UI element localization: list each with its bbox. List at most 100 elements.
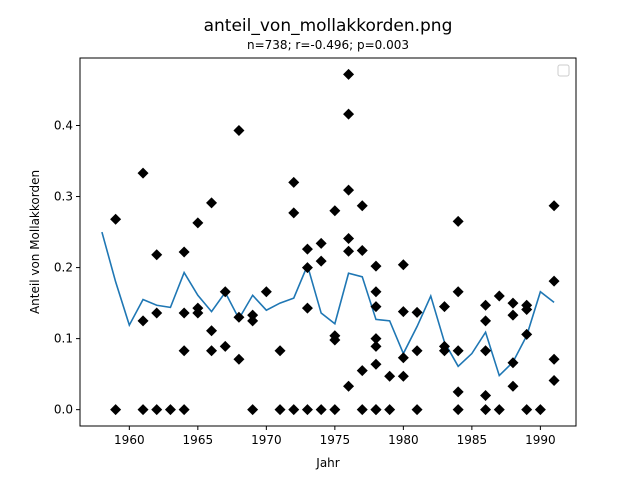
data-point (288, 176, 300, 188)
data-point (178, 307, 190, 319)
data-point (548, 200, 560, 212)
data-point (356, 245, 368, 257)
chart-title: anteil_von_mollakkorden.png (204, 16, 453, 36)
data-point (480, 315, 492, 327)
data-point (329, 334, 341, 346)
data-point (206, 345, 218, 357)
data-point (534, 404, 546, 416)
data-point (233, 124, 245, 136)
data-point (370, 340, 382, 352)
data-point (452, 215, 464, 227)
data-point (370, 260, 382, 272)
data-point (438, 345, 450, 357)
data-point (178, 404, 190, 416)
data-point (206, 325, 218, 337)
data-point (164, 404, 176, 416)
data-point (247, 315, 259, 327)
data-point (397, 352, 409, 364)
y-axis-ticks: 0.0 0.1 0.2 0.3 0.4 (54, 118, 80, 417)
y-tick-label: 0.2 (54, 261, 73, 275)
data-point (274, 345, 286, 357)
x-tick-label: 1970 (251, 433, 282, 447)
data-point (384, 404, 396, 416)
chart-subtitle: n=738; r=-0.496; p=0.003 (247, 38, 409, 52)
data-point (370, 358, 382, 370)
data-point (452, 404, 464, 416)
data-point (411, 306, 423, 318)
x-axis-label: Jahr (315, 456, 339, 470)
x-tick-label: 1965 (183, 433, 214, 447)
data-point (274, 404, 286, 416)
data-point (329, 205, 341, 217)
data-point (507, 297, 519, 309)
plot-area (79, 57, 577, 427)
data-point (507, 380, 519, 392)
data-point (288, 207, 300, 219)
data-point (137, 315, 149, 327)
data-point (356, 365, 368, 377)
data-point (507, 309, 519, 321)
data-point (110, 213, 122, 225)
data-point (521, 328, 533, 340)
x-tick-label: 1985 (457, 433, 488, 447)
data-point (151, 307, 163, 319)
data-point (397, 370, 409, 382)
data-point (288, 404, 300, 416)
data-point (233, 353, 245, 365)
data-point (343, 184, 355, 196)
y-tick-label: 0.0 (54, 403, 73, 417)
data-point (219, 286, 231, 298)
data-point (438, 301, 450, 313)
data-point (356, 200, 368, 212)
data-point (507, 357, 519, 369)
y-tick-label: 0.4 (54, 118, 73, 132)
data-point (548, 375, 560, 387)
data-point (301, 243, 313, 255)
data-point (178, 345, 190, 357)
data-point (548, 353, 560, 365)
data-point (411, 345, 423, 357)
y-axis-label: Anteil von Mollakkorden (28, 170, 42, 314)
data-point (480, 299, 492, 311)
data-point (233, 311, 245, 323)
data-point (315, 255, 327, 267)
data-point (192, 217, 204, 229)
data-point (206, 197, 218, 209)
data-point (452, 345, 464, 357)
data-point (493, 404, 505, 416)
data-point (397, 306, 409, 318)
data-point (329, 404, 341, 416)
data-point (370, 333, 382, 345)
data-point (480, 345, 492, 357)
data-point (411, 404, 423, 416)
data-point (178, 246, 190, 258)
data-point (370, 301, 382, 313)
x-tick-label: 1990 (525, 433, 556, 447)
legend-box (557, 64, 570, 77)
data-point (343, 245, 355, 257)
data-point (370, 404, 382, 416)
x-tick-label: 1975 (320, 433, 351, 447)
data-point (548, 275, 560, 287)
data-point (301, 302, 313, 314)
data-point (521, 303, 533, 315)
data-point (343, 108, 355, 120)
data-point (247, 309, 259, 321)
data-point (151, 249, 163, 261)
data-point (343, 68, 355, 80)
data-point (110, 404, 122, 416)
trend-line (101, 231, 555, 378)
trend-line-layer (101, 231, 555, 378)
x-tick-label: 1980 (388, 433, 419, 447)
y-tick-label: 0.3 (54, 190, 73, 204)
data-point (301, 262, 313, 274)
data-point (137, 167, 149, 179)
data-point (480, 389, 492, 401)
data-point (356, 404, 368, 416)
data-point (343, 232, 355, 244)
data-point (370, 286, 382, 298)
data-point (219, 340, 231, 352)
data-point (137, 404, 149, 416)
data-point (301, 404, 313, 416)
data-point (192, 307, 204, 319)
